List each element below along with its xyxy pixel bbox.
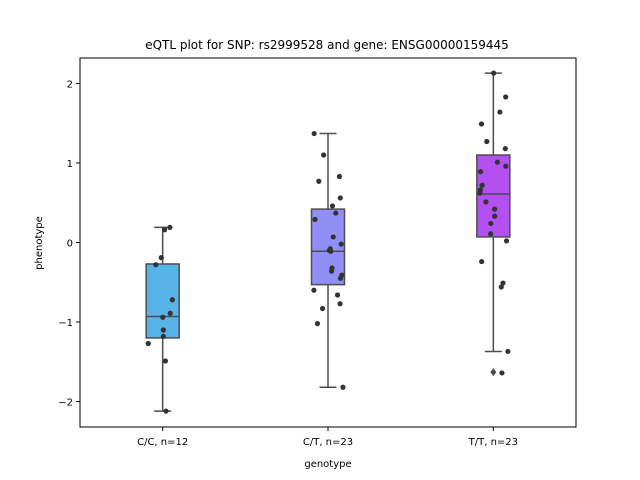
data-point: [158, 255, 164, 261]
y-tick-label: −2: [58, 398, 73, 409]
data-point: [312, 216, 318, 223]
data-point: [161, 227, 168, 233]
data-point: [503, 238, 510, 244]
data-point: [334, 292, 341, 298]
data-point: [162, 358, 169, 364]
data-point: [491, 70, 497, 76]
data-point: [316, 178, 322, 184]
data-point: [498, 284, 504, 290]
data-point: [492, 213, 498, 219]
x-tick-label: T/T, n=23: [468, 437, 518, 448]
data-point: [484, 138, 490, 145]
data-point: [505, 348, 511, 355]
data-point: [311, 287, 317, 293]
box-group-1: [145, 224, 180, 414]
data-point: [494, 159, 500, 165]
y-tick-label: 0: [67, 239, 73, 250]
data-point: [491, 206, 498, 212]
box-group-3: [476, 70, 511, 377]
data-point: [167, 310, 173, 316]
data-point: [330, 234, 336, 240]
data-point: [478, 121, 485, 127]
data-point: [160, 333, 166, 339]
outlier-marker: [490, 368, 497, 377]
data-point: [503, 94, 509, 100]
box: [310, 208, 346, 286]
data-point: [160, 327, 166, 333]
data-point: [338, 241, 344, 247]
data-point: [336, 173, 343, 180]
data-point: [483, 199, 489, 205]
data-point: [477, 169, 484, 175]
data-point: [314, 321, 321, 327]
data-point: [500, 280, 506, 286]
data-point: [499, 370, 505, 376]
data-point: [167, 224, 173, 230]
y-tick-label: −1: [58, 318, 73, 329]
data-point: [163, 408, 169, 414]
data-point: [337, 301, 343, 307]
data-point: [329, 203, 336, 209]
y-tick-label: 1: [67, 159, 73, 170]
data-point: [145, 340, 151, 347]
data-point: [497, 109, 503, 115]
data-point: [329, 268, 335, 274]
data-point: [337, 195, 343, 201]
data-point: [477, 190, 483, 196]
data-point: [340, 384, 346, 390]
y-tick-label: 2: [67, 79, 73, 90]
data-point: [488, 220, 494, 227]
data-point: [328, 248, 334, 254]
data-point: [311, 130, 317, 137]
y-axis-label: phenotype: [34, 216, 45, 270]
data-point: [160, 314, 166, 320]
data-point: [479, 182, 485, 188]
axes: −2 −1 0 1 2 C/C, n=12 C/T, n=23 T/T, n=23: [58, 79, 518, 448]
data-point: [503, 163, 509, 169]
data-point: [333, 210, 339, 216]
data-point: [153, 262, 159, 268]
data-point: [337, 275, 344, 281]
data-point: [321, 152, 327, 158]
chart-title: eQTL plot for SNP: rs2999528 and gene: E…: [145, 38, 509, 52]
x-axis-label: genotype: [304, 459, 351, 470]
data-point: [319, 305, 326, 312]
data-point: [488, 231, 494, 237]
x-tick-label: C/T, n=23: [303, 437, 353, 448]
data-point: [502, 146, 508, 152]
box-group-2: [310, 130, 346, 390]
plot-area: [145, 70, 511, 414]
data-point: [479, 258, 485, 265]
data-point: [169, 297, 175, 303]
x-tick-label: C/C, n=12: [137, 437, 188, 448]
